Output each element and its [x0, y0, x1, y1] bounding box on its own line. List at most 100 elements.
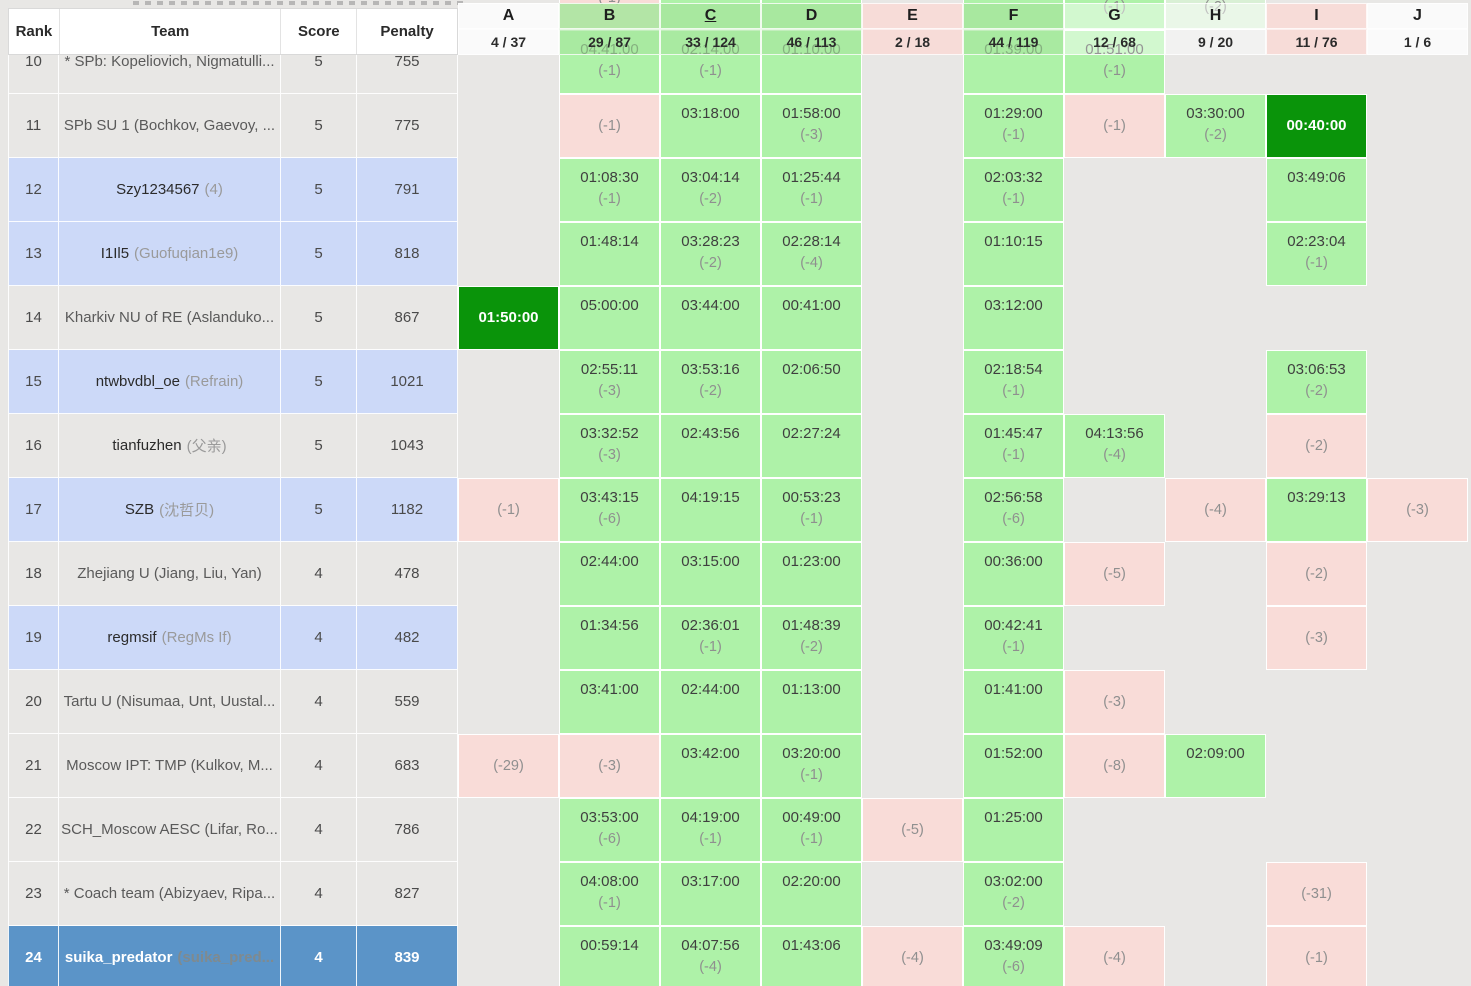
team-cell: Zhejiang U (Jiang, Liu, Yan): [59, 542, 281, 606]
accepted-time: 02:43:56: [681, 425, 740, 442]
accepted-time: 03:41:00: [580, 681, 639, 698]
problem-cell-D: 03:20:00 (-1): [761, 734, 862, 798]
problem-header-I[interactable]: I: [1266, 3, 1367, 29]
accepted-time: 03:02:00: [984, 873, 1043, 890]
accepted-time: 01:50:00: [478, 309, 539, 326]
problem-cell-F: 03:49:09 (-6): [963, 926, 1064, 986]
problem-header-J[interactable]: J: [1367, 3, 1468, 29]
problem-cell-D: 02:06:50: [761, 350, 862, 414]
problem-cell-F: 01:41:00: [963, 670, 1064, 734]
accepted-time: 02:44:00: [580, 553, 639, 570]
accepted-time: 02:03:32: [984, 169, 1043, 186]
attempts-count: (-4): [1204, 502, 1227, 518]
problem-header-A[interactable]: A: [458, 3, 559, 29]
problem-cell-G: (-5): [1064, 542, 1165, 606]
problem-header-C[interactable]: C: [660, 3, 761, 29]
team-cell[interactable]: suika_predator (suika_pred...: [59, 926, 281, 986]
accepted-time: 03:04:14: [681, 169, 740, 186]
team-name: Zhejiang U (Jiang, Liu, Yan): [77, 565, 262, 582]
problem-cell-D: 01:58:00 (-3): [761, 94, 862, 158]
problem-cell-B: (-3): [559, 734, 660, 798]
team-cell: * SPb: Kopeliovich, Nigmatulli...: [59, 30, 281, 94]
problem-cell-D: 01:10:00: [761, 30, 862, 94]
team-name: ntwbvdbl_oe: [95, 373, 180, 390]
attempts-count: (-1): [1002, 447, 1025, 463]
problem-cell-D: 00:49:00 (-1): [761, 798, 862, 862]
problem-cell-I: 00:40:00: [1266, 94, 1367, 158]
penalty-cell: 482: [357, 606, 458, 670]
penalty-cell: 683: [357, 734, 458, 798]
problem-cell-C: 02:43:56: [660, 414, 761, 478]
team-name: Tartu U (Nisumaa, Unt, Uustal...: [63, 693, 276, 710]
attempts-count: (-1): [598, 191, 621, 207]
team-cell[interactable]: SZB (沈哲贝): [59, 478, 281, 542]
accepted-time: 03:53:16: [681, 361, 740, 378]
accepted-time: 03:20:00: [782, 745, 841, 762]
problem-cell-F: 03:12:00: [963, 286, 1064, 350]
accepted-time: 02:55:11: [580, 361, 639, 378]
problem-cell-G: 01:51:00 (-1): [1064, 30, 1165, 94]
problem-cell-C: 03:04:14 (-2): [660, 158, 761, 222]
problem-cell-C: 02:36:01 (-1): [660, 606, 761, 670]
problem-cell-H: 03:30:00 (-2): [1165, 94, 1266, 158]
accepted-time: 04:19:00: [681, 809, 740, 826]
problem-header-G[interactable]: G: [1064, 3, 1165, 29]
problem-cell-C: 03:18:00: [660, 94, 761, 158]
accepted-time: 01:48:14: [580, 233, 639, 250]
attempts-count: (-2): [1305, 438, 1328, 454]
attempts-count: (-1): [598, 118, 621, 134]
accepted-time: 03:30:00: [1186, 105, 1245, 122]
team-cell[interactable]: regmsif (RegMs If): [59, 606, 281, 670]
accepted-time: 01:13:00: [782, 681, 841, 698]
accepted-time: 01:34:56: [580, 617, 639, 634]
team-cell[interactable]: ntwbvdbl_oe (Refrain): [59, 350, 281, 414]
attempts-count: (-1): [699, 831, 722, 847]
penalty-cell: 839: [357, 926, 458, 986]
problem-header-H[interactable]: H: [1165, 3, 1266, 29]
team-cell[interactable]: Szy1234567 (4): [59, 158, 281, 222]
problem-header-B[interactable]: B: [559, 3, 660, 29]
accepted-time: 03:06:53: [1287, 361, 1346, 378]
accepted-time: 03:53:00: [580, 809, 639, 826]
team-cell[interactable]: tianfuzhen (父亲): [59, 414, 281, 478]
team-cell[interactable]: I1Il5 (Guofuqian1e9): [59, 222, 281, 286]
problem-cell-D: 02:28:14 (-4): [761, 222, 862, 286]
standings-row-14: 14 Kharkiv NU of RE (Aslanduko... 5 867 01:5…: [0, 286, 1471, 350]
score-cell: 4: [281, 862, 357, 926]
problem-header-F[interactable]: F: [963, 3, 1064, 29]
accepted-time: 02:18:54: [984, 361, 1043, 378]
team-cell: Tartu U (Nisumaa, Unt, Uustal...: [59, 670, 281, 734]
team-cell: Kharkiv NU of RE (Aslanduko...: [59, 286, 281, 350]
team-name: SPb SU 1 (Bochkov, Gaevoy, ...: [63, 117, 276, 134]
accepted-time: 02:23:04: [1287, 233, 1346, 250]
attempts-count: (-2): [699, 383, 722, 399]
problem-header-E[interactable]: E: [862, 3, 963, 29]
attempts-count: (-3): [1103, 694, 1126, 710]
accepted-time: 01:52:00: [984, 745, 1043, 762]
attempts-count: (-2): [699, 255, 722, 271]
accepted-time: 00:36:00: [984, 553, 1043, 570]
score-cell: 4: [281, 670, 357, 734]
score-cell: 5: [281, 414, 357, 478]
accepted-time: 00:53:23: [782, 489, 841, 506]
accepted-time: 00:40:00: [1286, 117, 1347, 134]
problem-cell-B: 01:48:14: [559, 222, 660, 286]
clipped-row-remnant: [133, 1, 465, 5]
problem-cell-G: 04:13:56 (-4): [1064, 414, 1165, 478]
team-handle: (Guofuqian1e9): [134, 245, 239, 262]
problem-cell-F: 01:45:47 (-1): [963, 414, 1064, 478]
problem-cell-C: 04:07:56 (-4): [660, 926, 761, 986]
problem-cell-B: 03:32:52 (-3): [559, 414, 660, 478]
problem-cell-D: 02:27:24: [761, 414, 862, 478]
problem-cell-B: 01:08:30 (-1): [559, 158, 660, 222]
accepted-time: 04:08:00: [580, 873, 639, 890]
problem-cell-B: 03:53:00 (-6): [559, 798, 660, 862]
attempts-count: (-1): [1305, 255, 1328, 271]
attempts-count: (-1): [1002, 383, 1025, 399]
problem-cell-J: (-3): [1367, 478, 1468, 542]
problem-header-D[interactable]: D: [761, 3, 862, 29]
attempts-count: (-31): [1301, 886, 1332, 902]
problem-cell-I: (-31): [1266, 862, 1367, 926]
accepted-time: 01:48:39: [782, 617, 841, 634]
